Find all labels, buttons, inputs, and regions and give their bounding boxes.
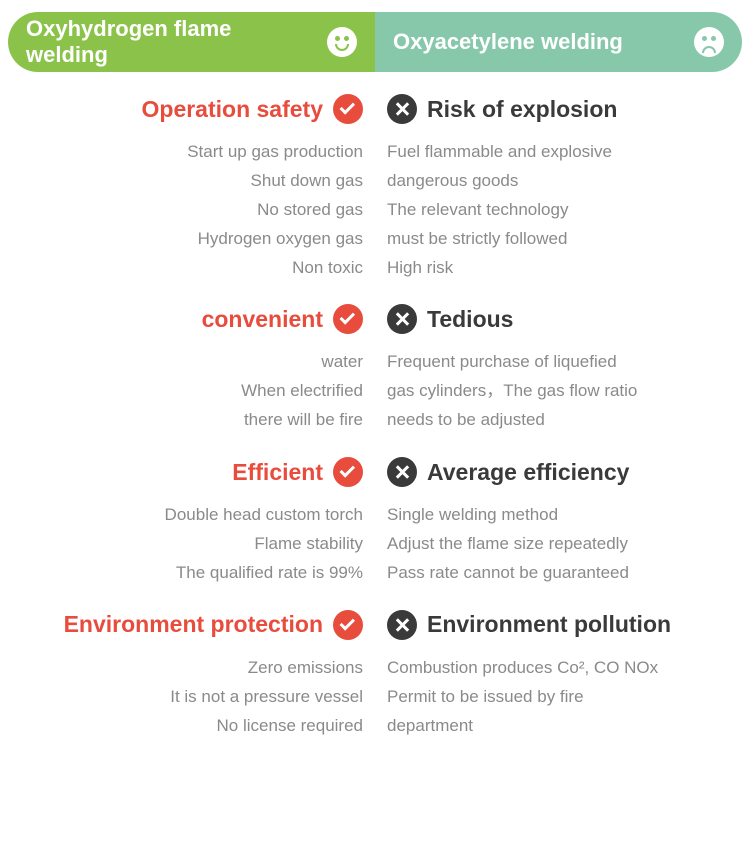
- heading-right-text: Average efficiency: [427, 459, 629, 486]
- section-right: Risk of explosion Fuel flammable and expl…: [387, 94, 742, 282]
- detail-line: must be strictly followed: [387, 225, 742, 254]
- section-right: Average efficiency Single welding methodA…: [387, 457, 742, 588]
- section-right: Tedious Frequent purchase of liquefiedgas…: [387, 304, 742, 435]
- detail-line: there will be fire: [8, 406, 363, 435]
- column-right: Risk of explosion Fuel flammable and expl…: [375, 72, 742, 762]
- section-right: Environment pollution Combustion produces…: [387, 610, 742, 741]
- detail-line: Fuel flammable and explosive: [387, 138, 742, 167]
- details-left: Double head custom torchFlame stabilityT…: [8, 501, 363, 588]
- header-left-title: Oxyhydrogen flame welding: [26, 16, 319, 68]
- detail-line: High risk: [387, 254, 742, 283]
- section-left: Efficient Double head custom torchFlame s…: [8, 457, 363, 588]
- detail-line: department: [387, 712, 742, 741]
- heading-left-text: convenient: [202, 306, 323, 333]
- comparison-header: Oxyhydrogen flame welding Oxyacetylene w…: [8, 12, 742, 72]
- detail-line: Double head custom torch: [8, 501, 363, 530]
- detail-line: Single welding method: [387, 501, 742, 530]
- heading-right-text: Environment pollution: [427, 611, 671, 638]
- details-right: Single welding methodAdjust the flame si…: [387, 501, 742, 588]
- details-right: Fuel flammable and explosivedangerous go…: [387, 138, 742, 282]
- detail-line: It is not a pressure vessel: [8, 683, 363, 712]
- detail-line: Adjust the flame size repeatedly: [387, 530, 742, 559]
- heading-left: Environment protection: [8, 610, 363, 640]
- detail-line: water: [8, 348, 363, 377]
- detail-line: The qualified rate is 99%: [8, 559, 363, 588]
- x-icon: [387, 457, 417, 487]
- heading-left: Efficient: [8, 457, 363, 487]
- header-right-title: Oxyacetylene welding: [393, 29, 623, 55]
- details-right: Combustion produces Co², CO NOxPermit to…: [387, 654, 742, 741]
- detail-line: Pass rate cannot be guaranteed: [387, 559, 742, 588]
- detail-line: Frequent purchase of liquefied: [387, 348, 742, 377]
- heading-left: convenient: [8, 304, 363, 334]
- heading-right: Tedious: [387, 304, 742, 334]
- detail-line: No stored gas: [8, 196, 363, 225]
- header-right: Oxyacetylene welding: [375, 12, 742, 72]
- detail-line: Permit to be issued by fire: [387, 683, 742, 712]
- column-left: Operation safety Start up gas productionS…: [8, 72, 375, 762]
- check-icon: [333, 610, 363, 640]
- detail-line: Flame stability: [8, 530, 363, 559]
- check-icon: [333, 94, 363, 124]
- details-left: Zero emissionsIt is not a pressure vesse…: [8, 654, 363, 741]
- heading-left-text: Operation safety: [142, 96, 324, 123]
- heading-right: Average efficiency: [387, 457, 742, 487]
- detail-line: dangerous goods: [387, 167, 742, 196]
- heading-right-text: Tedious: [427, 306, 513, 333]
- check-icon: [333, 304, 363, 334]
- section-left: Operation safety Start up gas productionS…: [8, 94, 363, 282]
- detail-line: When electrified: [8, 377, 363, 406]
- section-left: Environment protection Zero emissionsIt i…: [8, 610, 363, 741]
- check-icon: [333, 457, 363, 487]
- detail-line: No license required: [8, 712, 363, 741]
- detail-line: Non toxic: [8, 254, 363, 283]
- x-icon: [387, 304, 417, 334]
- details-left: waterWhen electrifiedthere will be fire: [8, 348, 363, 435]
- detail-line: needs to be adjusted: [387, 406, 742, 435]
- detail-line: Combustion produces Co², CO NOx: [387, 654, 742, 683]
- happy-face-icon: [327, 27, 357, 57]
- heading-right-text: Risk of explosion: [427, 96, 617, 123]
- detail-line: The relevant technology: [387, 196, 742, 225]
- details-left: Start up gas productionShut down gasNo s…: [8, 138, 363, 282]
- heading-left-text: Efficient: [232, 459, 323, 486]
- heading-right: Risk of explosion: [387, 94, 742, 124]
- heading-right: Environment pollution: [387, 610, 742, 640]
- section-left: convenient waterWhen electrifiedthere wil…: [8, 304, 363, 435]
- x-icon: [387, 94, 417, 124]
- heading-left: Operation safety: [8, 94, 363, 124]
- sad-face-icon: [694, 27, 724, 57]
- detail-line: gas cylinders，The gas flow ratio: [387, 377, 742, 406]
- heading-left-text: Environment protection: [64, 611, 323, 638]
- detail-line: Hydrogen oxygen gas: [8, 225, 363, 254]
- detail-line: Shut down gas: [8, 167, 363, 196]
- x-icon: [387, 610, 417, 640]
- detail-line: Start up gas production: [8, 138, 363, 167]
- header-left: Oxyhydrogen flame welding: [8, 12, 375, 72]
- comparison-columns: Operation safetyStart up gas productionS…: [0, 72, 750, 762]
- details-right: Frequent purchase of liquefiedgas cylind…: [387, 348, 742, 435]
- detail-line: Zero emissions: [8, 654, 363, 683]
